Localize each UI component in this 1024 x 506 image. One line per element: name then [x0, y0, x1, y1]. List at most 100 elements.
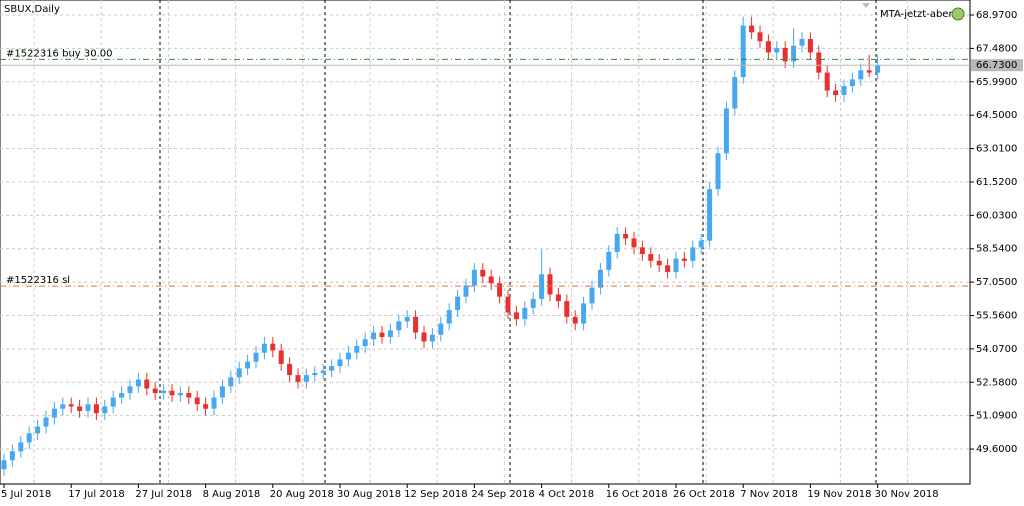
y-tick-label: 68.9700 — [976, 10, 1017, 21]
candle-body — [194, 397, 200, 405]
candle-body — [513, 312, 519, 320]
candle-body — [824, 72, 830, 91]
candle-body — [581, 303, 587, 324]
candle-body — [413, 316, 419, 333]
order-label: #1522316 sl — [6, 275, 70, 286]
candle-body — [791, 45, 797, 62]
y-tick-label: 54.0700 — [976, 344, 1017, 355]
candle-body — [623, 233, 629, 239]
candle-body — [690, 247, 696, 261]
candle-body — [446, 310, 452, 324]
candle-body — [9, 451, 15, 461]
candle-body — [211, 397, 217, 409]
candle-body — [589, 287, 595, 304]
candle-body — [539, 274, 545, 299]
candle-body — [673, 258, 679, 273]
candle-body — [782, 47, 788, 62]
candle-body — [371, 332, 377, 340]
candle-body — [43, 417, 49, 427]
candle-body — [228, 377, 234, 387]
candle-body — [849, 79, 855, 87]
candle-body — [707, 189, 713, 241]
candle-body — [648, 254, 654, 261]
candle-body — [765, 41, 771, 53]
candle-body — [278, 350, 284, 364]
candle-body — [85, 404, 91, 411]
y-tick-label: 63.0100 — [976, 144, 1017, 155]
x-tick-label: 26 Oct 2018 — [673, 489, 735, 500]
plot-frame — [0, 0, 971, 485]
candle-body — [169, 390, 175, 396]
candle-body — [245, 361, 251, 369]
candle-body — [597, 269, 603, 288]
candle-body — [261, 343, 267, 353]
candles — [1, 16, 881, 476]
y-tick-label: 49.6000 — [976, 444, 1017, 455]
candle-body — [270, 343, 276, 351]
candle-body — [522, 307, 528, 320]
candle-body — [572, 316, 578, 324]
candle-body — [219, 386, 225, 398]
candle-body — [345, 352, 351, 360]
bid-box — [971, 59, 1023, 72]
candle-body — [438, 323, 444, 335]
candle-body — [639, 247, 645, 255]
candle-body — [320, 370, 326, 373]
candle-body — [186, 393, 192, 398]
candle-body — [144, 379, 150, 389]
bid-label: 66.7300 — [976, 60, 1017, 71]
candle-body — [698, 240, 704, 248]
order-label: #1522316 buy 30.00 — [6, 48, 113, 59]
candle-body — [757, 32, 763, 42]
candle-body — [564, 301, 570, 317]
candle-body — [203, 404, 209, 409]
candle-body — [480, 269, 486, 277]
candle-body — [354, 345, 360, 353]
candle-body — [127, 386, 133, 394]
candle-body — [387, 330, 393, 338]
candle-body — [488, 276, 494, 284]
candle-body — [396, 321, 402, 331]
x-tick-label: 17 Jul 2018 — [68, 489, 125, 500]
candle-body — [135, 379, 141, 387]
candle-body — [631, 238, 637, 248]
x-tick-label: 24 Sep 2018 — [471, 489, 534, 500]
y-tick-label: 60.0300 — [976, 210, 1017, 221]
candle-body — [858, 70, 864, 80]
candle-body — [93, 404, 99, 414]
candle-body — [253, 352, 259, 362]
candle-body — [312, 372, 318, 376]
candle-body — [774, 47, 780, 53]
y-tick-label: 61.5200 — [976, 177, 1017, 188]
y-tick-label: 64.5000 — [976, 110, 1017, 121]
x-tick-label: 30 Nov 2018 — [875, 489, 939, 500]
candle-body — [807, 38, 813, 53]
x-tick-label: 7 Nov 2018 — [740, 489, 798, 500]
x-tick-label: 30 Aug 2018 — [337, 489, 401, 500]
candle-body — [547, 274, 553, 295]
candle-body — [18, 442, 24, 452]
candle-body — [463, 285, 469, 297]
candle-body — [833, 90, 839, 96]
x-tick-label: 4 Oct 2018 — [539, 489, 594, 500]
candle-body — [429, 334, 435, 342]
candle-body — [866, 70, 872, 73]
candle-body — [875, 65, 881, 73]
candle-body — [51, 408, 57, 418]
candle-body — [337, 359, 343, 367]
y-tick-label: 67.4800 — [976, 43, 1017, 54]
y-tick-label: 65.9900 — [976, 77, 1017, 88]
y-tick-label: 57.0500 — [976, 277, 1017, 288]
indicator-icon — [951, 7, 965, 21]
candle-body — [530, 298, 536, 308]
candle-body — [295, 375, 301, 382]
candle-body — [505, 296, 511, 313]
candle-body — [421, 332, 427, 342]
candle-body — [102, 406, 108, 414]
overlay: #1522316 buy 30.00 #1522316 sl — [0, 48, 970, 287]
x-tick-label: 12 Sep 2018 — [404, 489, 467, 500]
candle-body — [614, 233, 620, 252]
candle-body — [60, 404, 66, 409]
x-tick-label: 27 Jul 2018 — [135, 489, 192, 500]
candle-body — [1, 460, 7, 470]
